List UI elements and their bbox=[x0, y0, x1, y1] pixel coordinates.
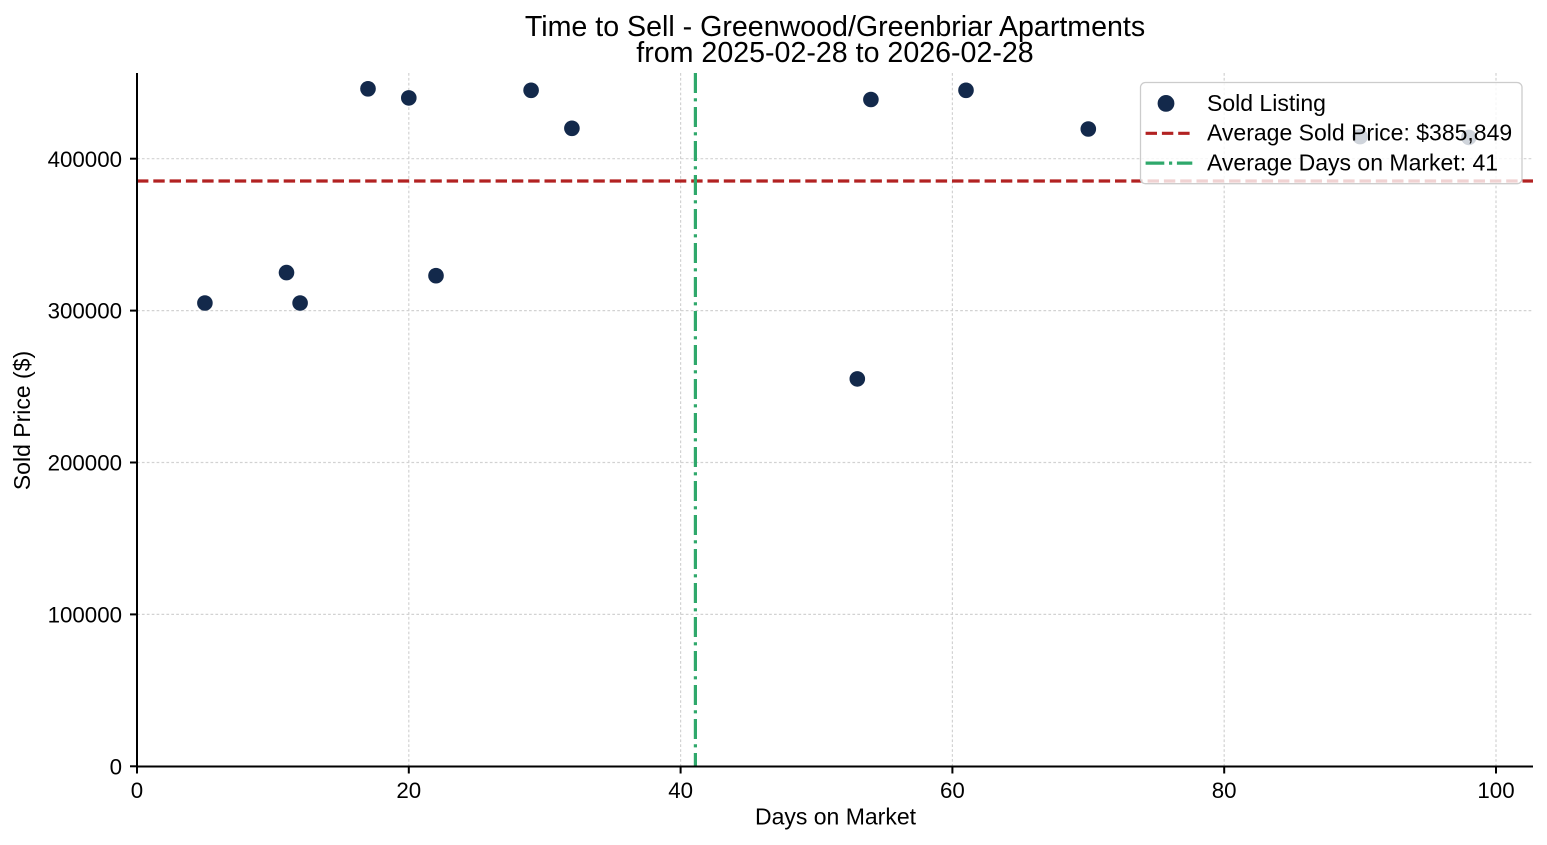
svg-text:300000: 300000 bbox=[48, 299, 122, 324]
svg-text:Average Sold Price: $385,849: Average Sold Price: $385,849 bbox=[1207, 120, 1512, 146]
svg-text:Sold Listing: Sold Listing bbox=[1207, 90, 1326, 116]
svg-text:40: 40 bbox=[668, 778, 693, 803]
svg-text:Average Days on Market: 41: Average Days on Market: 41 bbox=[1207, 150, 1498, 176]
svg-text:20: 20 bbox=[396, 778, 421, 803]
svg-text:0: 0 bbox=[131, 778, 143, 803]
svg-text:60: 60 bbox=[940, 778, 965, 803]
svg-text:Days on Market: Days on Market bbox=[755, 804, 917, 830]
svg-text:80: 80 bbox=[1212, 778, 1237, 803]
svg-text:from 2025-02-28 to 2026-02-28: from 2025-02-28 to 2026-02-28 bbox=[636, 37, 1033, 69]
svg-text:200000: 200000 bbox=[48, 451, 122, 476]
svg-text:100: 100 bbox=[1477, 778, 1514, 803]
svg-text:Sold Price ($): Sold Price ($) bbox=[9, 351, 35, 490]
svg-text:100000: 100000 bbox=[48, 603, 122, 628]
svg-text:0: 0 bbox=[110, 754, 122, 779]
svg-text:400000: 400000 bbox=[48, 147, 122, 172]
svg-text:Time to Sell - Greenwood/Green: Time to Sell - Greenwood/Greenbriar Apar… bbox=[525, 11, 1145, 43]
